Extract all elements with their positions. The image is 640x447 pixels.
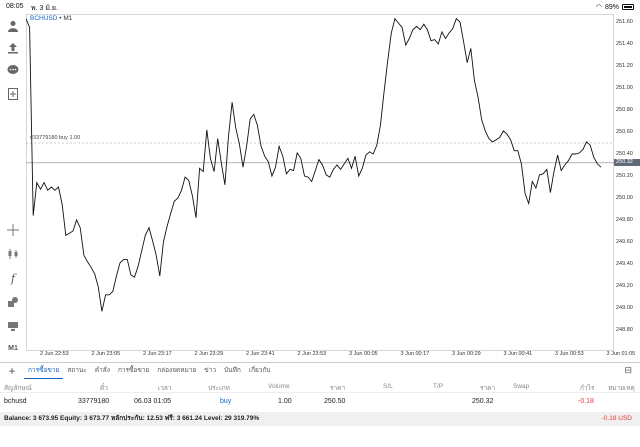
table-header: สัญลักษณ์ ตั๋ว เวลา ประเภท Volume ราคา S… — [0, 379, 640, 393]
header-volume[interactable]: Volume — [268, 383, 290, 390]
price-tick-label: 250.80 — [616, 107, 633, 113]
tab-mailbox[interactable]: กล่องจดหมาย — [157, 366, 197, 374]
time-tick-label: 2 Jun 23:29 — [194, 351, 224, 357]
status-bar: 08:05 พ. 3 มิ.ย. ◠ 89% — [0, 0, 640, 14]
row-profit: -0.18 — [578, 398, 594, 405]
header-price[interactable]: ราคา — [330, 385, 346, 392]
chat-icon[interactable] — [5, 62, 21, 78]
symbol-timeframe: M1 — [63, 15, 73, 22]
left-toolbar: 𝑓 M1 — [0, 14, 26, 360]
chart-lines-group — [26, 14, 614, 351]
price-tick-label: 249.60 — [616, 239, 633, 245]
row-price: 250.50 — [324, 398, 346, 405]
time-tick-label: 2 Jun 23:53 — [297, 351, 327, 357]
upload-icon[interactable] — [5, 40, 21, 56]
row-current-price: 250.32 — [472, 398, 494, 405]
table-row[interactable]: bchusd 33779180 06.03 01:05 buy 1.00 250… — [0, 394, 640, 410]
trade-icon[interactable] — [5, 318, 21, 334]
time-tick-label: 3 Jun 00:29 — [452, 351, 481, 357]
battery-percent: 89% — [604, 3, 619, 11]
time-tick-label: 2 Jun 23:05 — [91, 351, 121, 357]
current-price-tag: 250.32 — [614, 159, 640, 167]
price-tick-label: 251.60 — [616, 19, 633, 25]
time-tick-label: 3 Jun 00:05 — [349, 351, 378, 357]
tab-journal[interactable]: บันทึก — [224, 366, 241, 374]
time-tick-label: 2 Jun 23:41 — [246, 351, 275, 357]
header-ticket[interactable]: ตั๋ว — [100, 385, 108, 392]
price-tick-label: 251.40 — [616, 41, 633, 47]
price-axis: 251.60 251.40 251.20 251.00 250.80 250.60 250.… — [614, 14, 640, 356]
bottom-space — [0, 426, 640, 447]
tab-trade[interactable]: การซื้อขาย — [24, 363, 64, 379]
price-series-line — [26, 17, 602, 312]
function-icon[interactable]: 𝑓 — [10, 271, 16, 285]
balance-bar: Balance: 3 673.95 Equity: 3 673.77 หลักป… — [0, 412, 640, 426]
price-tick-label: 248.80 — [616, 327, 633, 333]
price-tick-label: 250.40 — [616, 151, 633, 157]
price-tick-label: 249.40 — [616, 261, 633, 267]
total-profit: -0.18 USD — [601, 415, 632, 422]
header-tp[interactable]: T/P — [433, 383, 444, 390]
chart-frame — [26, 14, 614, 351]
status-time: 08:05 — [6, 3, 24, 10]
time-tick-label: 3 Jun 01:05 — [606, 351, 636, 357]
time-tick-label: 3 Jun 00:17 — [400, 351, 430, 357]
price-tick-label: 249.20 — [616, 283, 633, 289]
row-time: 06.03 01:05 — [134, 398, 171, 405]
time-axis: 2 Jun 22:53 2 Jun 23:05 2 Jun 23:17 2 Jun 2… — [26, 351, 640, 361]
symbol-separator: • — [59, 15, 62, 22]
price-tick-label: 251.20 — [616, 63, 633, 69]
order-label: #33779180 buy 1.00 — [30, 135, 81, 141]
header-profit[interactable]: กำไร — [580, 385, 595, 392]
balance-summary: Balance: 3 673.95 Equity: 3 673.77 หลักป… — [4, 415, 260, 422]
row-symbol: bchusd — [4, 398, 27, 405]
header-current-price[interactable]: ราคา — [480, 385, 496, 392]
price-tick-label: 251.00 — [616, 85, 633, 91]
header-type[interactable]: ประเภท — [208, 385, 230, 392]
price-tick-label: 250.00 — [616, 195, 633, 201]
chart-symbol-label: BCHUSD • M1 — [30, 15, 72, 22]
price-tick-label: 250.20 — [616, 173, 633, 179]
add-doc-icon[interactable] — [5, 86, 21, 102]
time-tick-label: 3 Jun 00:41 — [503, 351, 533, 357]
tab-news[interactable]: ข่าว — [204, 366, 217, 374]
row-ticket: 33779180 — [78, 398, 110, 405]
price-tick-label: 249.80 — [616, 217, 633, 223]
header-swap[interactable]: Swap — [513, 383, 530, 390]
timeframe-label[interactable]: M1 — [8, 344, 18, 352]
header-comment[interactable]: หมายเหตุ — [608, 385, 635, 392]
time-tick-label: 2 Jun 22:53 — [40, 351, 69, 357]
tab-about[interactable]: เกี่ยวกับ — [248, 366, 271, 374]
person-icon[interactable] — [5, 18, 21, 34]
header-sl[interactable]: S/L — [383, 383, 393, 390]
candlestick-icon[interactable] — [5, 246, 21, 262]
panel-toggle-icon[interactable]: ⊟ — [624, 365, 632, 375]
price-chart[interactable] — [26, 14, 614, 356]
header-time[interactable]: เวลา — [158, 385, 172, 392]
time-tick-label: 3 Jun 00:53 — [555, 351, 584, 357]
wifi-icon: ◠ — [595, 4, 602, 11]
header-symbol[interactable]: สัญลักษณ์ — [4, 385, 32, 392]
crosshair-icon[interactable] — [5, 222, 21, 238]
symbol-name: BCHUSD — [30, 15, 58, 22]
tab-orders[interactable]: คำสั่ง — [94, 366, 110, 374]
terminal-tabs: + การซื้อขาย สถานะ คำสั่ง การซื้อขาย กล่… — [0, 362, 640, 379]
row-volume: 1.00 — [278, 398, 292, 405]
price-tick-label: 249.00 — [616, 305, 633, 311]
objects-icon[interactable] — [5, 294, 21, 310]
status-date: พ. 3 มิ.ย. — [31, 5, 58, 12]
tab-positions[interactable]: สถานะ — [67, 366, 87, 374]
price-tick-label: 250.60 — [616, 129, 633, 135]
status-right: ◠ 89% — [596, 3, 634, 11]
row-type: buy — [220, 398, 232, 405]
tab-history[interactable]: การซื้อขาย — [117, 366, 150, 374]
add-tab-button[interactable]: + — [8, 363, 16, 378]
time-tick-label: 2 Jun 23:17 — [143, 351, 172, 357]
battery-icon — [622, 4, 634, 10]
